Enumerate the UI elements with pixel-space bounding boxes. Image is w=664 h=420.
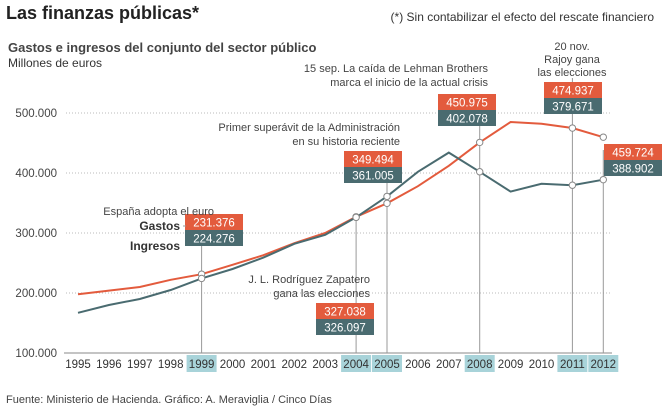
ingresos-value-label: 402.078 — [446, 114, 488, 126]
x-tick-label: 2004 — [343, 359, 369, 371]
gastos-value-box — [438, 94, 496, 110]
x-tick-label: 1996 — [96, 359, 122, 371]
marker-gastos — [476, 138, 484, 147]
annotation-text: en su historia reciente — [292, 136, 400, 148]
footnote: (*) Sin contabilizar el efecto del resca… — [390, 10, 654, 24]
year-highlight — [372, 355, 402, 372]
marker-ingresos — [383, 192, 391, 201]
x-tick-label: 2007 — [436, 359, 462, 371]
ingresos-value-box — [185, 230, 243, 246]
annotation-text: las elecciones — [537, 67, 607, 79]
marker-ingresos — [352, 213, 360, 222]
ingresos-value-box — [438, 110, 496, 126]
x-tick-label: 1998 — [158, 359, 184, 371]
gastos-value-label: 327.038 — [324, 307, 366, 319]
year-highlight — [588, 355, 619, 372]
x-tick-label: 2008 — [467, 359, 493, 371]
ingresos-value-box — [604, 160, 662, 176]
y-axis-label: Millones de euros — [8, 56, 103, 70]
annotation-text: 15 sep. La caída de Lehman Brothers — [304, 63, 489, 75]
x-tick-label: 2009 — [498, 359, 524, 371]
x-tick-label: 2012 — [591, 359, 617, 371]
ingresos-value-label: 326.097 — [324, 323, 366, 335]
year-highlight — [557, 355, 588, 372]
x-tick-label: 2001 — [251, 359, 277, 371]
chart-title: Gastos e ingresos del conjunto del secto… — [8, 40, 317, 55]
series-line-gastos — [77, 120, 604, 296]
marker-ingresos — [197, 274, 206, 283]
marker-ingresos — [599, 175, 607, 184]
y-tick-label: 400.000 — [15, 168, 57, 180]
gastos-value-label: 349.494 — [352, 155, 394, 167]
gastos-value-label: 231.376 — [193, 218, 235, 230]
annotation-text: España adopta el euro — [103, 206, 214, 218]
y-tick-label: 200.000 — [15, 288, 57, 300]
source-credit: Fuente: Ministerio de Hacienda. Gráfico:… — [6, 394, 332, 406]
y-tick-label: 300.000 — [15, 228, 57, 240]
gastos-value-label: 450.975 — [446, 98, 488, 110]
ingresos-value-box — [316, 319, 374, 335]
gastos-value-box — [344, 151, 402, 167]
ingresos-value-box — [344, 167, 402, 183]
annotation-text: gana las elecciones — [273, 288, 370, 300]
ingresos-value-label: 379.671 — [552, 102, 594, 114]
x-tick-label: 1999 — [189, 359, 215, 371]
marker-ingresos — [476, 168, 484, 176]
year-highlight — [464, 355, 495, 372]
annotation-text: 20 nov. — [554, 41, 589, 53]
marker-gastos — [599, 133, 607, 141]
ingresos-value-label: 224.276 — [193, 234, 235, 246]
x-tick-label: 2011 — [560, 359, 585, 371]
x-tick-label: 2010 — [529, 359, 555, 371]
year-highlight — [186, 355, 217, 372]
marker-gastos — [383, 199, 391, 208]
x-tick-label: 2005 — [374, 359, 400, 371]
y-tick-label: 100.000 — [15, 348, 57, 360]
x-tick-label: 2002 — [282, 359, 308, 371]
gastos-value-box — [316, 303, 374, 319]
x-tick-label: 2003 — [312, 359, 338, 371]
x-tick-label: 2000 — [220, 359, 246, 371]
annotation-text: Rajoy gana — [544, 54, 601, 66]
page-title: Las finanzas públicas* — [6, 3, 200, 23]
annotation-text: J. L. Rodríguez Zapatero — [248, 274, 370, 286]
marker-gastos — [568, 124, 577, 132]
gastos-value-box — [544, 82, 602, 98]
x-tick-label: 1997 — [127, 359, 153, 371]
ingresos-value-label: 388.902 — [612, 164, 654, 176]
legend-ingresos: Ingresos — [130, 239, 180, 253]
x-tick-label: 1995 — [65, 359, 91, 371]
y-tick-label: 500.000 — [15, 108, 57, 120]
ingresos-value-box — [544, 98, 602, 114]
annotation-text: Primer superávit de la Administración — [218, 122, 400, 134]
annotation-text: marca el inicio de la actual crisis — [330, 77, 488, 89]
ingresos-value-label: 361.005 — [352, 171, 394, 183]
legend-gastos: Gastos — [139, 219, 180, 233]
series-line-ingresos — [77, 151, 604, 314]
marker-ingresos — [568, 181, 577, 189]
gastos-value-label: 474.937 — [552, 86, 594, 98]
gastos-value-label: 459.724 — [612, 148, 654, 160]
gastos-value-box — [604, 144, 662, 160]
x-tick-label: 2006 — [405, 359, 431, 371]
gastos-value-box — [185, 214, 243, 230]
year-highlight — [341, 355, 372, 372]
